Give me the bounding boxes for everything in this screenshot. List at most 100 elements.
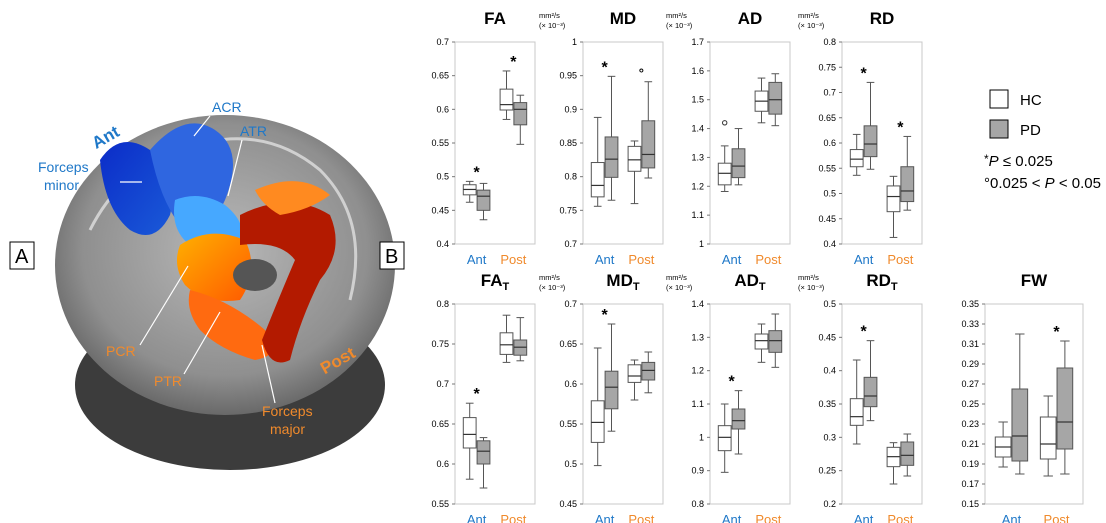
significance-marker: * — [601, 307, 608, 324]
significance-marker: * — [1053, 324, 1060, 341]
unit-label: mm²/s — [798, 273, 819, 282]
y-tick-label: 1.6 — [691, 66, 704, 76]
significance-marker: ° — [639, 66, 644, 81]
unit-label: (× 10⁻³) — [539, 21, 566, 30]
category-label: Ant — [722, 512, 742, 523]
category-label: Ant — [595, 252, 615, 267]
panel-label-a-box: A — [9, 241, 35, 270]
legend-pd-label: PD — [1020, 122, 1041, 139]
y-tick-label: 1.2 — [691, 366, 704, 376]
unit-label: mm²/s — [666, 273, 687, 282]
y-tick-label: 0.55 — [431, 138, 449, 148]
unit-label: (× 10⁻³) — [798, 21, 825, 30]
pd-box — [476, 440, 491, 465]
plot-frame — [709, 41, 791, 245]
y-tick-label: 0.25 — [818, 466, 836, 476]
unit-label: mm²/s — [798, 11, 819, 20]
hc-box — [499, 332, 514, 355]
panel-label-b-box: B — [379, 241, 405, 270]
category-label: Ant — [467, 252, 487, 267]
hc-box — [627, 145, 642, 172]
hc-box — [754, 333, 769, 350]
legend-sig1: *P ≤ 0.025 — [984, 152, 1053, 170]
y-tick-label: 0.4 — [823, 366, 836, 376]
plot-frame — [454, 41, 536, 245]
y-tick-label: 0.19 — [961, 459, 979, 469]
y-tick-label: 1.3 — [691, 152, 704, 162]
y-tick-label: 1.4 — [691, 299, 704, 309]
chart-title: FAT — [481, 271, 510, 293]
y-tick-label: 0.9 — [691, 466, 704, 476]
category-label: Post — [628, 252, 654, 267]
y-tick-label: 1.1 — [691, 399, 704, 409]
y-tick-label: 0.7 — [564, 299, 577, 309]
boxplot-chart: ADT mm²/s(× 10⁻³) 0.8 0.9 1 1.1 1.2 1.3 1.4 * Ant P… — [666, 271, 791, 523]
category-label: Ant — [854, 512, 874, 523]
y-tick-label: 0.17 — [961, 479, 979, 489]
y-tick-label: 1.4 — [691, 124, 704, 134]
hc-box — [886, 185, 901, 213]
category-label: Post — [887, 252, 913, 267]
forceps-major-tract — [240, 202, 336, 363]
y-tick-label: 0.8 — [691, 499, 704, 509]
label-atr: ATR — [240, 123, 267, 139]
boxplot-chart: FW 0.15 0.17 0.19 0.21 0.23 0.25 0.27 0.29 0.31 0.… — [961, 271, 1084, 523]
y-tick-label: 1.7 — [691, 37, 704, 47]
y-tick-label: 0.55 — [818, 163, 836, 173]
unit-label: (× 10⁻³) — [539, 283, 566, 292]
ptr-tract — [188, 290, 273, 360]
pd-box — [900, 166, 915, 203]
pd-box — [900, 441, 915, 466]
category-label: Post — [1044, 512, 1070, 523]
category-label: Ant — [722, 252, 742, 267]
y-tick-label: 0.55 — [559, 419, 577, 429]
plot-frame — [454, 303, 536, 505]
pd-box — [731, 408, 746, 430]
y-tick-label: 0.85 — [559, 138, 577, 148]
y-tick-label: 0.65 — [818, 113, 836, 123]
category-label: Ant — [1002, 512, 1022, 523]
y-tick-label: 0.25 — [961, 399, 979, 409]
y-tick-label: 0.75 — [818, 62, 836, 72]
unit-label: (× 10⁻³) — [666, 283, 693, 292]
pd-box — [476, 189, 491, 211]
y-tick-label: 0.4 — [823, 239, 836, 249]
y-tick-label: 0.6 — [823, 138, 836, 148]
hc-box — [1039, 416, 1057, 460]
y-tick-label: 0.35 — [961, 299, 979, 309]
y-tick-label: 0.6 — [436, 104, 449, 114]
y-tick-label: 0.35 — [818, 399, 836, 409]
brain-illustration — [55, 115, 395, 470]
chart-title: RDT — [866, 271, 898, 293]
unit-label: mm²/s — [539, 11, 560, 20]
y-tick-label: 0.29 — [961, 359, 979, 369]
ventricle — [233, 259, 277, 291]
category-label: Post — [628, 512, 654, 523]
y-tick-label: 0.8 — [823, 37, 836, 47]
legend-pd-swatch — [989, 119, 1009, 139]
y-tick-label: 0.7 — [436, 37, 449, 47]
boxplot-chart: MD mm²/s(× 10⁻³) 0.7 0.75 0.8 0.85 0.9 0.95 1 * An… — [539, 9, 664, 267]
category-label: Ant — [467, 512, 487, 523]
pd-box — [1011, 388, 1029, 462]
chart-title: FW — [1021, 271, 1048, 290]
category-label: Ant — [595, 512, 615, 523]
unit-label: mm²/s — [539, 273, 560, 282]
chart-title: RD — [870, 9, 895, 28]
y-tick-label: 0.5 — [823, 299, 836, 309]
pd-box — [604, 370, 619, 410]
chart-title: MD — [610, 9, 636, 28]
y-tick-label: 0.23 — [961, 419, 979, 429]
y-tick-label: 0.15 — [961, 499, 979, 509]
chart-title: AD — [738, 9, 763, 28]
significance-marker: * — [473, 164, 480, 181]
unit-label: mm²/s — [666, 11, 687, 20]
y-tick-label: 0.95 — [559, 71, 577, 81]
y-tick-label: 0.5 — [823, 189, 836, 199]
boxplot-chart: RDT mm²/s(× 10⁻³) 0.2 0.25 0.3 0.35 0.4 0.45 0.5… — [798, 271, 923, 523]
y-tick-label: 0.45 — [431, 205, 449, 215]
category-label: Post — [887, 512, 913, 523]
hc-box — [590, 400, 605, 443]
chart-title: MDT — [606, 271, 639, 293]
label-forceps-major-1: Forceps — [262, 403, 313, 419]
